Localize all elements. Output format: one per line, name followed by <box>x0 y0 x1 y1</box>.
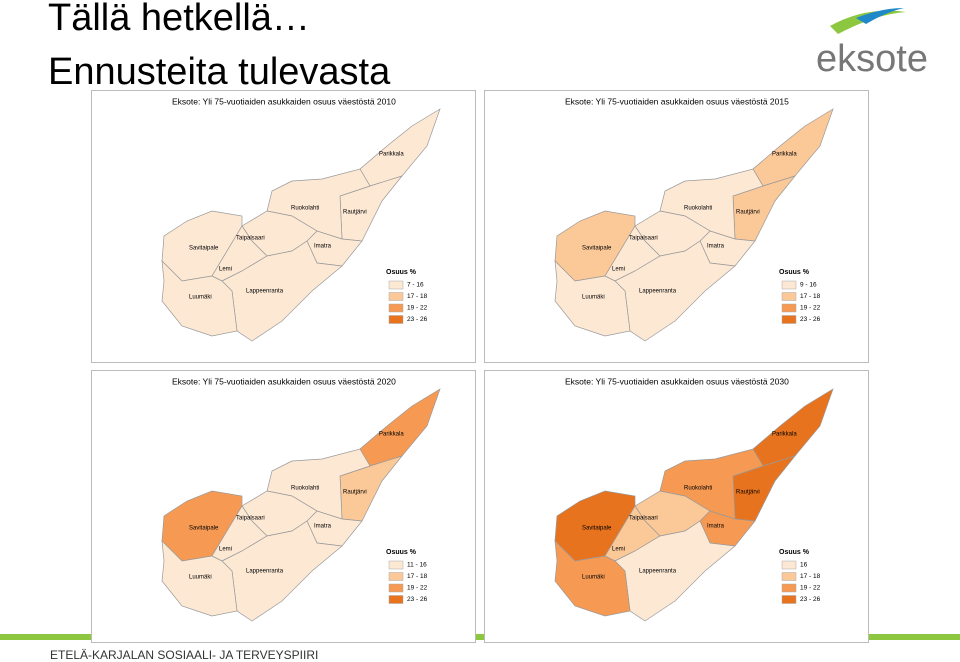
map-title: Eksote: Yli 75-vuotiaiden asukkaiden osu… <box>565 96 789 106</box>
legend-label: 17 - 18 <box>800 573 821 580</box>
map-panel: Eksote: Yli 75-vuotiaiden asukkaiden osu… <box>484 90 869 363</box>
region-label: Taipalsaari <box>629 516 658 522</box>
region <box>752 108 834 187</box>
region-label: Parikkala <box>772 432 797 438</box>
legend-title: Osuus % <box>386 549 417 556</box>
region-label: Lappeenranta <box>246 289 284 295</box>
legend-label: 17 - 18 <box>407 573 428 580</box>
region-label: Taipalsaari <box>236 236 265 242</box>
legend-swatch <box>781 303 797 313</box>
legend-swatch <box>781 560 797 570</box>
legend-swatch <box>781 583 797 593</box>
legend-label: 19 - 22 <box>407 305 428 312</box>
region-label: Parikkala <box>379 432 404 438</box>
legend-title: Osuus % <box>779 269 810 276</box>
region-label: Ruokolahti <box>684 486 712 492</box>
map-panel: Eksote: Yli 75-vuotiaiden asukkaiden osu… <box>91 370 476 643</box>
map-title: Eksote: Yli 75-vuotiaiden asukkaiden osu… <box>565 376 789 386</box>
region-label: Ruokolahti <box>684 206 712 212</box>
legend-label: 7 - 16 <box>407 282 424 289</box>
legend-swatch <box>388 595 404 604</box>
region-label: Taipalsaari <box>629 236 658 242</box>
region-label: Lappeenranta <box>639 289 677 295</box>
region-label: Taipalsaari <box>236 516 265 522</box>
legend-label: 16 <box>800 562 808 569</box>
region-label: Imatra <box>707 524 725 530</box>
region <box>161 260 238 337</box>
region <box>359 108 441 187</box>
region-label: Ruokolahti <box>291 206 319 212</box>
map-title: Eksote: Yli 75-vuotiaiden asukkaiden osu… <box>172 376 396 386</box>
logo: eksote <box>816 38 928 80</box>
legend-label: 9 - 16 <box>800 282 817 289</box>
region-label: Parikkala <box>772 152 797 158</box>
footer: ETELÄ-KARJALAN SOSIAALI- JA TERVEYSPIIRI <box>50 648 319 662</box>
region-label: Ruokolahti <box>291 486 319 492</box>
legend-label: 23 - 26 <box>800 316 821 323</box>
legend-swatch <box>388 303 404 313</box>
legend-label: 19 - 22 <box>800 585 821 592</box>
region-label: Savitaipale <box>189 526 219 532</box>
legend-label: 23 - 26 <box>407 316 428 323</box>
region-label: Lappeenranta <box>246 569 284 575</box>
region <box>554 540 631 617</box>
region-label: Imatra <box>314 244 332 250</box>
region-label: Imatra <box>314 524 332 530</box>
region-label: Lemi <box>612 547 625 553</box>
region-label: Lemi <box>219 547 232 553</box>
region-label: Imatra <box>707 244 725 250</box>
legend-swatch <box>388 292 404 301</box>
region-label: Lemi <box>219 267 232 273</box>
map-panel: Eksote: Yli 75-vuotiaiden asukkaiden osu… <box>91 90 476 363</box>
region-label: Rautjärvi <box>736 210 760 216</box>
legend-label: 19 - 22 <box>407 585 428 592</box>
legend-swatch <box>781 292 797 301</box>
region-label: Parikkala <box>379 152 404 158</box>
legend-title: Osuus % <box>779 549 810 556</box>
region-label: Luumäki <box>189 575 212 581</box>
region-label: Savitaipale <box>582 526 612 532</box>
region-label: Savitaipale <box>582 246 612 252</box>
region-label: Luumäki <box>582 295 605 301</box>
region-label: Lappeenranta <box>639 569 677 575</box>
region <box>752 388 834 467</box>
legend-swatch <box>388 572 404 581</box>
legend-label: 17 - 18 <box>800 293 821 300</box>
legend-swatch <box>781 315 797 324</box>
map: Eksote: Yli 75-vuotiaiden asukkaiden osu… <box>554 376 834 622</box>
legend-label: 11 - 16 <box>407 562 427 569</box>
legend-label: 23 - 26 <box>407 596 428 603</box>
map: Eksote: Yli 75-vuotiaiden asukkaiden osu… <box>554 96 834 342</box>
legend-title: Osuus % <box>386 269 417 276</box>
region-label: Luumäki <box>189 295 212 301</box>
slide-title: Ennusteita tulevasta <box>48 51 391 93</box>
legend-swatch <box>781 280 797 290</box>
legend-swatch <box>781 572 797 581</box>
map: Eksote: Yli 75-vuotiaiden asukkaiden osu… <box>161 376 441 622</box>
region <box>554 260 631 337</box>
legend-swatch <box>388 583 404 593</box>
legend-label: 19 - 22 <box>800 305 821 312</box>
accent-bar <box>0 634 960 640</box>
map-title: Eksote: Yli 75-vuotiaiden asukkaiden osu… <box>172 96 396 106</box>
logo-mark <box>830 8 906 35</box>
region-label: Rautjärvi <box>343 490 367 496</box>
region <box>359 388 441 467</box>
legend-label: 17 - 18 <box>407 293 428 300</box>
region-label: Savitaipale <box>189 246 219 252</box>
region-label: Lemi <box>612 267 625 273</box>
legend-swatch <box>781 595 797 604</box>
map-panel: Eksote: Yli 75-vuotiaiden asukkaiden osu… <box>484 370 869 643</box>
map: Eksote: Yli 75-vuotiaiden asukkaiden osu… <box>161 96 441 342</box>
region-label: Luumäki <box>582 575 605 581</box>
legend-swatch <box>388 560 404 570</box>
region-label: Rautjärvi <box>343 210 367 216</box>
legend-swatch <box>388 280 404 290</box>
region <box>161 540 238 617</box>
legend-label: 23 - 26 <box>800 596 821 603</box>
legend-swatch <box>388 315 404 324</box>
region-label: Rautjärvi <box>736 490 760 496</box>
slide-title: Tällä hetkellä… <box>48 0 310 39</box>
